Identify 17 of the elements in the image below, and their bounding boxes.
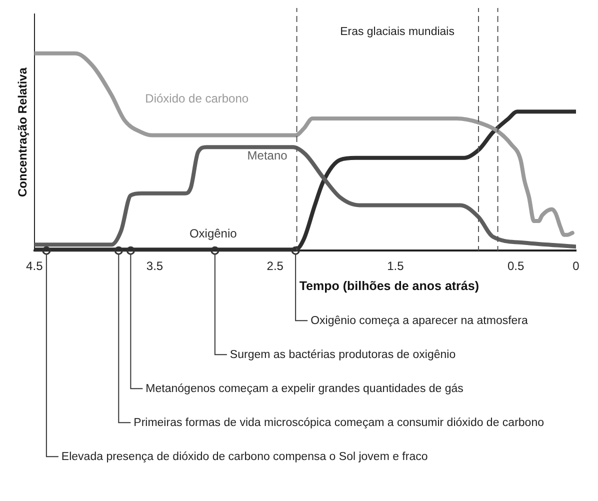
annotation: Oxigênio começa a aparecer na atmosfera <box>310 314 529 327</box>
series-label: Metano <box>247 148 288 162</box>
series-label: Oxigênio <box>189 226 238 240</box>
annotation: Surgem as bactérias produtoras de oxigênio <box>230 348 456 361</box>
y-axis-title: Concentração Relativa <box>16 67 30 197</box>
x-tick-label: 1.5 <box>387 259 404 274</box>
text: Dióxido de carbono <box>145 91 249 106</box>
annotation: Metanógenos começam a expelir grandes quantidades de gás <box>146 382 464 395</box>
annotation: Elevada presença de dióxido de carbono compensa o Sol jovem e fraco <box>61 450 428 463</box>
annotation: Primeiras formas de vida microscópica começam a consumir dióxido de carbono <box>134 416 544 429</box>
x-tick-label: 0.5 <box>507 259 524 274</box>
x-tick-label: 3.5 <box>146 259 164 274</box>
x-axis-title: Tempo (bilhões de anos atrás) <box>299 279 479 294</box>
x-tick-label: 2.5 <box>266 259 284 274</box>
text: Eras glaciais mundiais <box>340 26 455 38</box>
x-tick-label: 0 <box>572 259 580 274</box>
x-tick-label: 4.5 <box>26 259 44 274</box>
